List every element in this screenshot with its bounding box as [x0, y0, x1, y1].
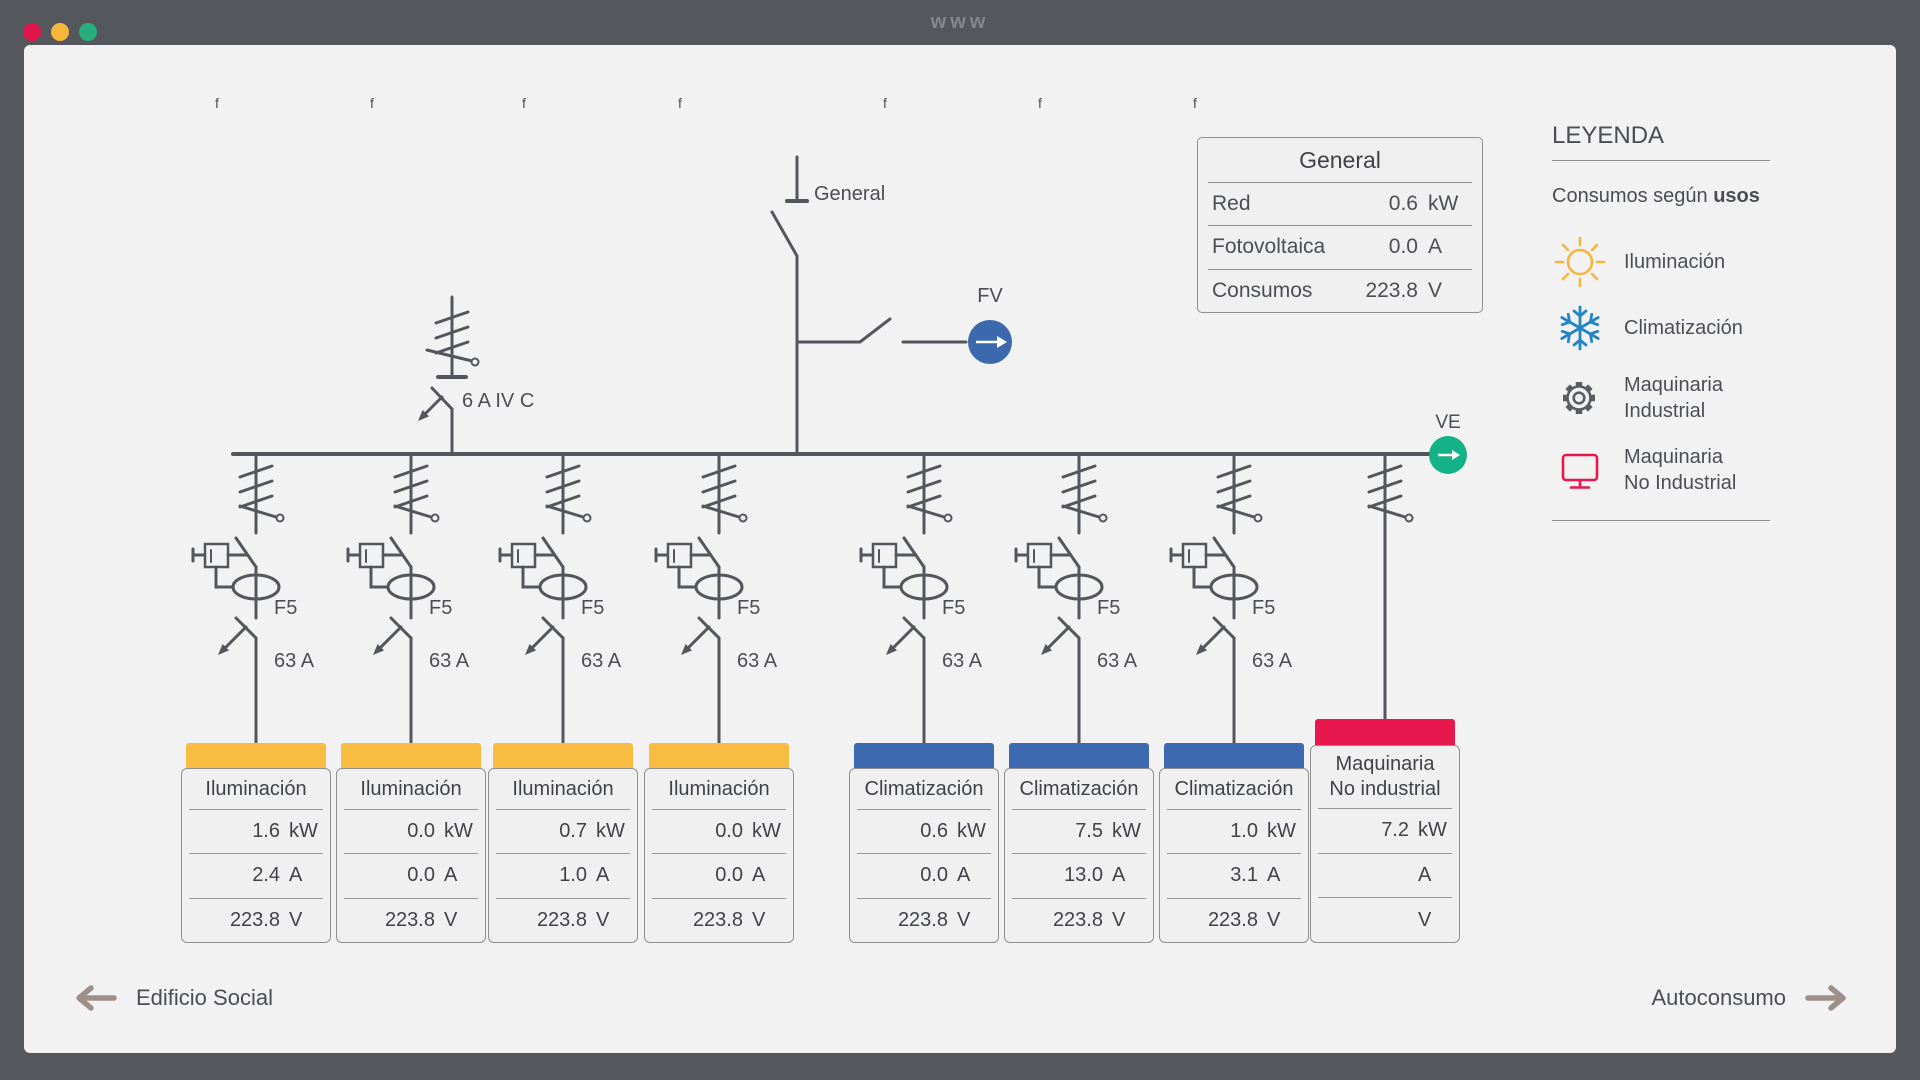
- legend-item-iluminacion: Iluminación: [1552, 234, 1770, 290]
- legend-item-maquinaria-industrial: Maquinaria Industrial: [1552, 370, 1770, 426]
- load-card-4: Iluminación 0.0 kW 0.0 A 223.8 V: [644, 768, 794, 943]
- close-button[interactable]: [23, 23, 41, 41]
- load-card-1: Iluminación 1.6 kW 2.4 A 223.8 V: [181, 768, 331, 943]
- usage-bar-iluminacion: [186, 743, 326, 768]
- panel-row-consumos: Consumos 223.8 V: [1212, 278, 1443, 302]
- usage-bar-maquinaria: [1315, 719, 1455, 745]
- load-card-8: Maquinaria No industrial 7.2 kW A V: [1310, 745, 1460, 943]
- usage-bar-climatizacion: [854, 743, 994, 768]
- ve-node[interactable]: [1429, 436, 1467, 474]
- panel-row-red: Red 0.6 kW: [1212, 192, 1459, 216]
- fv-node[interactable]: [968, 320, 1012, 364]
- usage-bar-iluminacion: [649, 743, 789, 768]
- usage-bar-climatizacion: [1164, 743, 1304, 768]
- svg-text:f: f: [370, 95, 374, 111]
- snowflake-icon: [1557, 305, 1603, 351]
- window-title: www: [930, 11, 990, 33]
- title-bar: www: [0, 0, 1920, 45]
- gear-icon: [1563, 382, 1595, 414]
- svg-text:f: f: [883, 95, 887, 111]
- legend: LEYENDA Consumos según usos Iluminación: [1552, 122, 1770, 521]
- rcd-label: f: [215, 95, 219, 111]
- nav-forward[interactable]: Autoconsumo: [1651, 984, 1850, 1012]
- legend-item-maquinaria-no-industrial: Maquinaria No Industrial: [1552, 442, 1770, 498]
- svg-text:f: f: [1038, 95, 1042, 111]
- legend-title: LEYENDA: [1552, 122, 1770, 161]
- feed-label: General: [814, 183, 886, 205]
- usage-bar-climatizacion: [1009, 743, 1149, 768]
- arrow-left-icon: [76, 985, 117, 1011]
- ve-label: VE: [1435, 412, 1461, 433]
- load-card-7: Climatización 1.0 kW 3.1 A 223.8 V: [1159, 768, 1309, 943]
- load-card-5: Climatización 0.6 kW 0.0 A 223.8 V: [849, 768, 999, 943]
- breaker-name: F5: [274, 597, 298, 619]
- nav-forward-label[interactable]: Autoconsumo: [1651, 985, 1786, 1010]
- panel-title: General: [1299, 146, 1381, 173]
- legend-item-climatizacion: Climatización: [1552, 300, 1770, 356]
- svg-text:f: f: [522, 95, 526, 111]
- general-summary-panel: General Red 0.6 kW Fotovoltaica 0.0 A Co…: [1197, 137, 1483, 313]
- breaker-rating: 63 A: [274, 650, 315, 672]
- minimize-button[interactable]: [51, 23, 69, 41]
- nav-back[interactable]: Edificio Social: [72, 984, 273, 1012]
- fv-label: FV: [977, 285, 1003, 307]
- panel-row-fotovoltaica: Fotovoltaica 0.0 A: [1212, 235, 1443, 259]
- svg-text:f: f: [1193, 95, 1197, 111]
- main-breaker-label: 6 A IV C: [462, 390, 535, 412]
- arrow-right-icon: [1805, 985, 1846, 1011]
- nav-back-label[interactable]: Edificio Social: [136, 985, 273, 1010]
- sun-icon: [1554, 236, 1606, 288]
- load-card-2: Iluminación 0.0 kW 0.0 A 223.8 V: [336, 768, 486, 943]
- usage-bar-iluminacion: [493, 743, 633, 768]
- legend-subtitle: Consumos según usos: [1552, 185, 1760, 207]
- monitor-icon: [1561, 453, 1599, 489]
- svg-text:f: f: [678, 95, 682, 111]
- usage-bar-iluminacion: [341, 743, 481, 768]
- load-card-6: Climatización 7.5 kW 13.0 A 223.8 V: [1004, 768, 1154, 943]
- zoom-button[interactable]: [79, 23, 97, 41]
- load-card-3: Iluminación 0.7 kW 1.0 A 223.8 V: [488, 768, 638, 943]
